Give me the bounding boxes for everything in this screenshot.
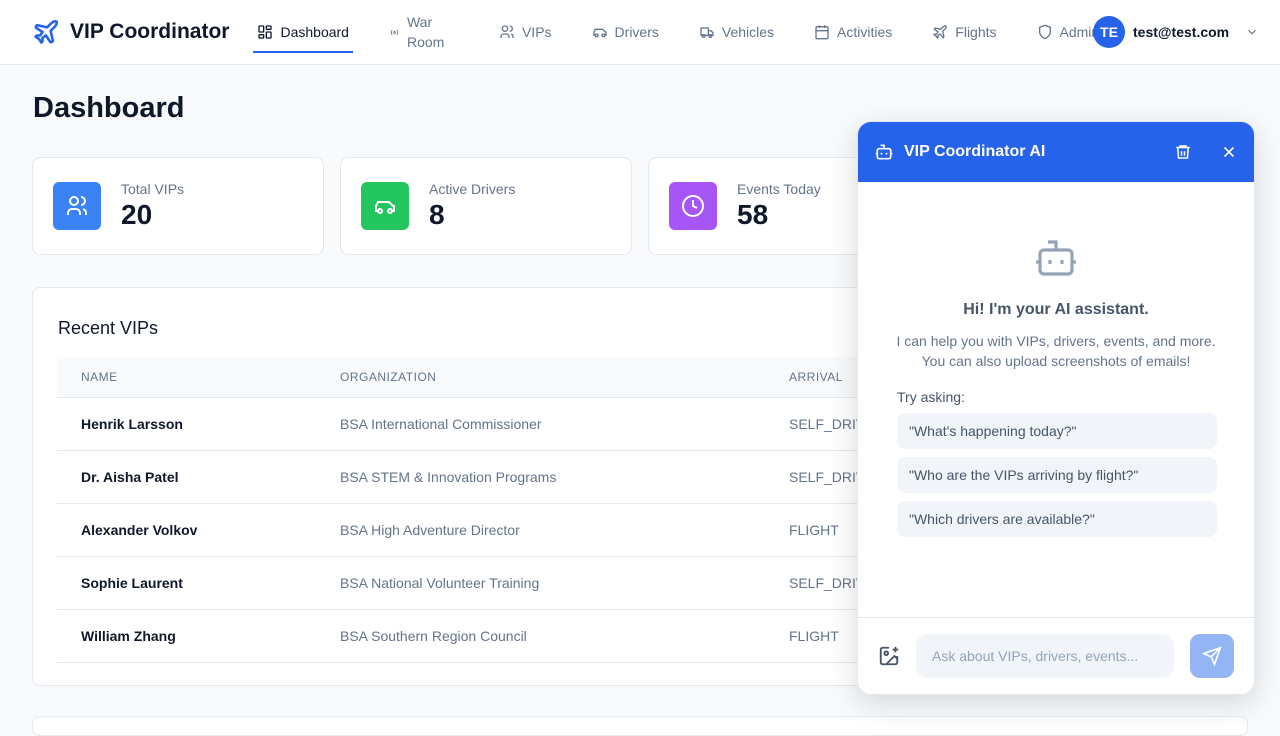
cell-org: BSA High Adventure Director: [340, 503, 789, 557]
cell-org: BSA National Volunteer Training: [340, 556, 789, 610]
stat-total-vips: Total VIPs 20: [32, 157, 324, 255]
nav-flights[interactable]: Flights: [928, 17, 1000, 47]
stat-value: 8: [429, 199, 445, 230]
chat-input[interactable]: [916, 634, 1174, 678]
users-icon: [500, 25, 514, 38]
nav-label: War Room: [406, 14, 445, 50]
truck-icon: [700, 27, 714, 38]
plane-logo-icon: [34, 20, 58, 44]
chat-description: You can also upload screenshots of email…: [921, 353, 1191, 369]
stat-label: Events Today: [737, 181, 821, 197]
app-logo[interactable]: VIP Coordinator: [32, 18, 229, 46]
page-title: Dashboard: [33, 92, 185, 124]
avatar: TE: [1093, 16, 1125, 48]
nav-dashboard[interactable]: Dashboard: [253, 17, 353, 53]
cell-name: Henrik Larsson: [57, 397, 340, 451]
chat-description: I can help you with VIPs, drivers, event…: [896, 333, 1216, 349]
car-icon: [361, 182, 409, 230]
nav-label: Drivers: [614, 24, 659, 40]
trash-icon[interactable]: [1174, 143, 1192, 161]
nav-label: Flights: [955, 24, 997, 40]
chevron-down-icon: [1248, 29, 1257, 35]
layout-grid-icon: [258, 25, 273, 39]
chat-title: VIP Coordinator AI: [904, 143, 1046, 160]
suggestion-button[interactable]: "Who are the VIPs arriving by flight?": [897, 457, 1217, 493]
shield-icon: [1038, 24, 1051, 40]
nav-war-room[interactable]: War Room: [385, 14, 451, 50]
suggestion-button[interactable]: "What's happening today?": [897, 413, 1217, 449]
send-button[interactable]: [1190, 634, 1234, 678]
cell-name: Alexander Volkov: [57, 503, 340, 557]
bot-icon: [875, 144, 893, 160]
nav-label: Activities: [837, 24, 893, 40]
bot-icon: [1036, 240, 1076, 276]
stat-label: Active Drivers: [429, 181, 516, 197]
stat-value: 20: [121, 199, 153, 230]
app-title: VIP Coordinator: [70, 20, 230, 43]
cell-org: BSA International Commissioner: [340, 397, 789, 451]
send-icon: [1202, 646, 1222, 666]
column-header: ORGANIZATION: [340, 357, 789, 398]
plane-icon: [933, 25, 948, 40]
users-icon: [53, 182, 101, 230]
calendar-icon: [815, 25, 829, 40]
car-icon: [592, 28, 607, 38]
clock-icon: [669, 182, 717, 230]
nav-label: Admin: [1059, 24, 1100, 40]
cell-name: Dr. Aisha Patel: [57, 450, 340, 504]
column-header: NAME: [57, 357, 340, 398]
suggestion-button[interactable]: "Which drivers are available?": [897, 501, 1217, 537]
stat-label: Total VIPs: [121, 181, 185, 197]
stat-active-drivers: Active Drivers 8: [340, 157, 632, 255]
nav-label: VIPs: [521, 24, 552, 40]
close-icon[interactable]: [1220, 143, 1238, 161]
image-upload-icon[interactable]: [878, 645, 900, 667]
ai-chat-panel: VIP Coordinator AI Hi! I'm your AI assis…: [857, 121, 1255, 695]
user-menu[interactable]: TE test@test.com: [1093, 16, 1259, 48]
next-card: [32, 716, 1248, 736]
user-email: test@test.com: [1133, 24, 1230, 40]
nav-label: Vehicles: [721, 24, 775, 40]
radio-icon: [390, 29, 399, 35]
nav-activities[interactable]: Activities: [810, 17, 896, 47]
cell-name: William Zhang: [57, 609, 340, 663]
try-asking-label: Try asking:: [897, 389, 965, 405]
cell-name: Sophie Laurent: [57, 556, 340, 610]
section-title: Recent VIPs: [58, 318, 159, 338]
chat-greeting: Hi! I'm your AI assistant.: [963, 301, 1149, 318]
cell-org: BSA STEM & Innovation Programs: [340, 450, 789, 504]
chat-header: VIP Coordinator AI: [858, 122, 1254, 182]
nav-drivers[interactable]: Drivers: [588, 17, 663, 47]
nav-admin[interactable]: Admin: [1033, 17, 1104, 47]
nav-vips[interactable]: VIPs: [495, 17, 556, 47]
nav-vehicles[interactable]: Vehicles: [695, 17, 778, 47]
nav-label: Dashboard: [280, 24, 349, 40]
stat-value: 58: [737, 199, 769, 230]
cell-org: BSA Southern Region Council: [340, 609, 789, 663]
top-nav: VIP Coordinator Dashboard War Room VIPs …: [0, 0, 1280, 65]
